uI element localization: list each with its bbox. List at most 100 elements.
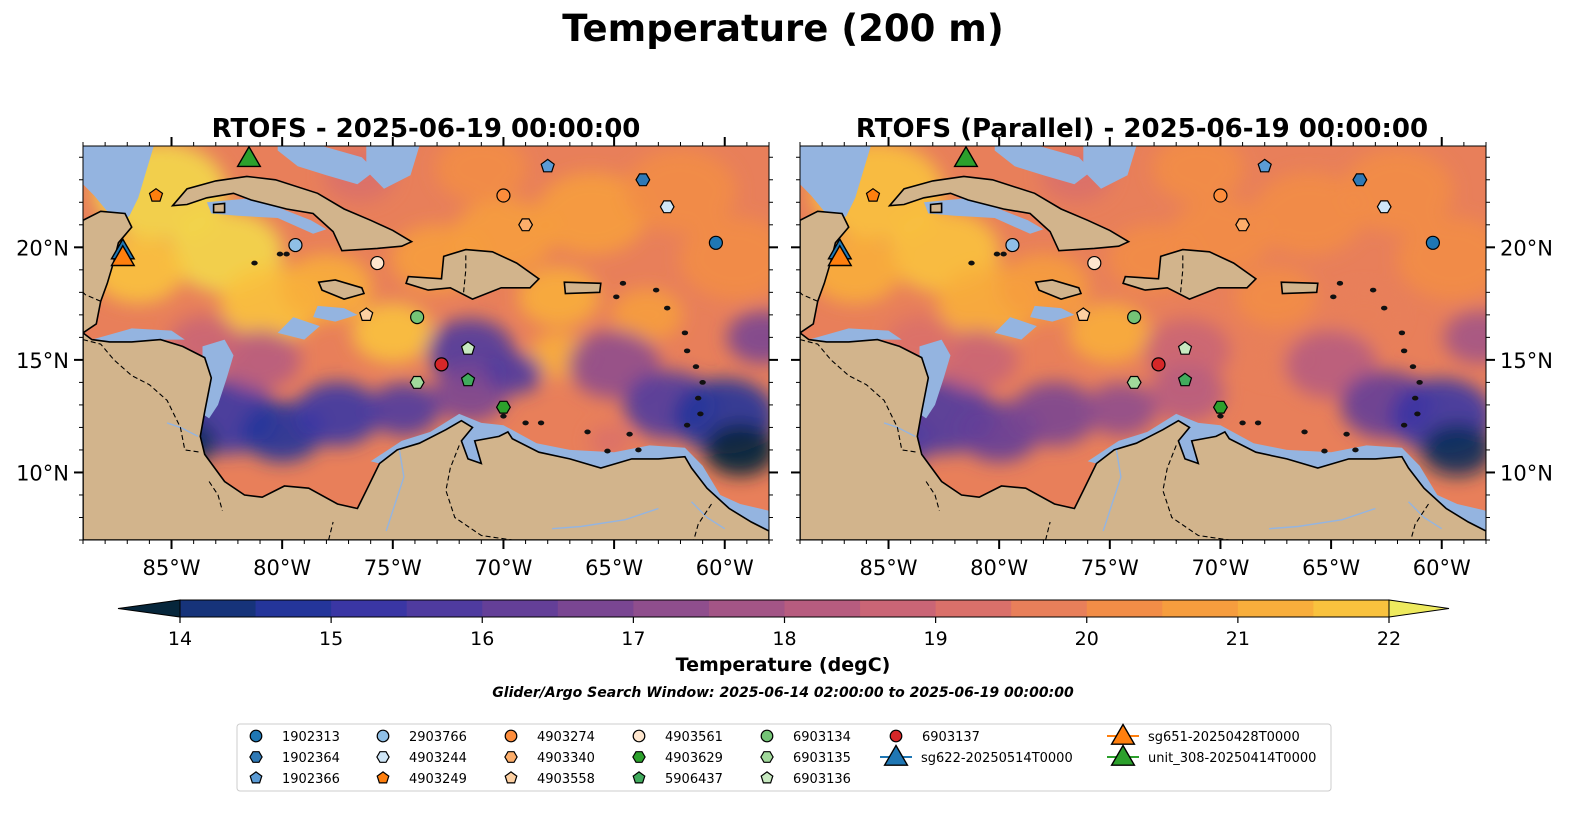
colorbar-bin <box>557 600 634 617</box>
observation-marker-5906437 <box>460 372 476 387</box>
island <box>1343 431 1350 437</box>
temperature-patch <box>1011 381 1098 446</box>
map-plot-area <box>800 146 1486 540</box>
island <box>1217 413 1224 419</box>
temperature-patch <box>1328 288 1400 342</box>
island <box>1301 429 1308 435</box>
legend-label-6903137: 6903137 <box>922 730 980 745</box>
colorbar-tick-label: 14 <box>168 628 192 650</box>
land-mass <box>83 331 769 540</box>
glider-marker-sg651-20250428T0000 <box>827 244 853 267</box>
observation-marker-1902366 <box>1257 158 1272 173</box>
legend-label-1902366: 1902366 <box>282 772 340 787</box>
shallow-shelf <box>206 197 327 234</box>
island <box>604 448 611 454</box>
observation-marker-4903274 <box>1213 188 1228 203</box>
island <box>522 420 529 426</box>
y-tick-label: 20°N <box>1500 236 1553 260</box>
temperature-patch <box>704 423 769 477</box>
observation-marker-4903561 <box>1087 255 1102 271</box>
observation-marker-1902366 <box>540 158 555 173</box>
legend-label-6903136: 6903136 <box>793 772 851 787</box>
shallow-shelf <box>994 146 1093 185</box>
island <box>500 413 507 419</box>
observation-markers <box>110 146 723 414</box>
river <box>691 501 726 530</box>
observation-marker-4903629 <box>495 400 511 414</box>
shallow-shelf <box>1030 305 1075 322</box>
y-tick-label: 15°N <box>1500 349 1553 373</box>
island <box>1381 305 1388 311</box>
island <box>1411 395 1419 401</box>
observation-marker-4903244 <box>659 200 675 214</box>
observation-marker-4903249 <box>865 187 881 202</box>
map-frame <box>799 145 1487 541</box>
legend-marker-unit_308-20250414T0000 <box>1110 744 1136 766</box>
map-panel-rtofs: RTOFS - 2025-06-19 00:00:00 85°W 80°W 75°W… <box>16 114 778 580</box>
x-tick-label: 75°W <box>364 556 422 580</box>
y-tick-label: 10°N <box>1500 461 1553 485</box>
temperature-patch <box>1235 266 1317 327</box>
legend-label-sg651-20250428T0000: sg651-20250428T0000 <box>1148 730 1300 745</box>
legend-marker-6903134 <box>760 729 774 743</box>
observation-marker-1902364 <box>635 173 651 187</box>
legend-marker-4903274 <box>504 729 518 743</box>
figure-suptitle: Temperature (200 m) <box>562 7 1004 50</box>
colorbar-bin <box>180 600 257 617</box>
x-tick-label: 80°W <box>970 556 1028 580</box>
colorbar-bin <box>708 600 785 617</box>
island <box>694 395 702 401</box>
country-border <box>1180 254 1184 293</box>
panel-title: RTOFS (Parallel) - 2025-06-19 00:00:00 <box>856 114 1428 144</box>
y-tick-label: 20°N <box>16 236 69 260</box>
colorbar-bin <box>1313 600 1390 617</box>
observation-marker-6903135 <box>409 375 425 389</box>
shallow-shelf <box>923 197 1044 234</box>
x-tick-label: 80°W <box>253 556 311 580</box>
x-tick-label: 60°W <box>1413 556 1471 580</box>
land-mass <box>887 175 1131 252</box>
island <box>652 287 660 293</box>
observation-marker-4903340 <box>518 218 534 232</box>
river <box>385 449 405 532</box>
island <box>1400 422 1408 428</box>
land-mass <box>212 202 226 214</box>
colorbar-max-extension <box>1388 599 1450 618</box>
search-window-caption: Glider/Argo Search Window: 2025-06-14 02… <box>492 685 1074 701</box>
observation-marker-6903136 <box>460 341 476 355</box>
observation-marker-4903249 <box>148 187 164 202</box>
island <box>968 260 975 266</box>
map-plot-area <box>83 146 769 540</box>
shallow-shelf <box>91 328 185 342</box>
colorbar-tick-label: 18 <box>772 628 796 650</box>
colorbar-tick-label: 19 <box>924 628 948 650</box>
country-border <box>328 521 334 540</box>
temperature-patch <box>1443 311 1486 364</box>
country-border <box>800 339 918 453</box>
observation-marker-4903274 <box>496 188 511 203</box>
shallow-shelf <box>366 146 420 189</box>
river <box>552 507 659 530</box>
island <box>1330 294 1337 300</box>
island <box>697 411 704 417</box>
shallow-shelf <box>1083 146 1137 189</box>
land-mass <box>929 202 943 214</box>
map-frame <box>82 145 770 541</box>
legend-label-1902313: 1902313 <box>282 730 340 745</box>
observation-marker-2903766 <box>1005 237 1020 253</box>
observation-marker-5906437 <box>1177 372 1193 387</box>
legend-marker-1902313 <box>249 729 263 743</box>
colorbar-bin <box>406 600 483 617</box>
temperature-patch <box>368 383 440 436</box>
observation-marker-6903136 <box>1177 341 1193 355</box>
legend-marker-6903135 <box>760 751 774 763</box>
observation-marker-4903558 <box>359 307 374 321</box>
shallow-shelf <box>919 339 951 419</box>
legend-label-4903558: 4903558 <box>537 772 595 787</box>
island <box>1321 448 1328 454</box>
x-tick-label: 70°W <box>474 556 532 580</box>
observation-marker-4903629 <box>1212 400 1228 414</box>
legend-label-4903274: 4903274 <box>537 730 595 745</box>
legend-marker-4903558 <box>504 771 518 784</box>
island <box>1414 411 1421 417</box>
